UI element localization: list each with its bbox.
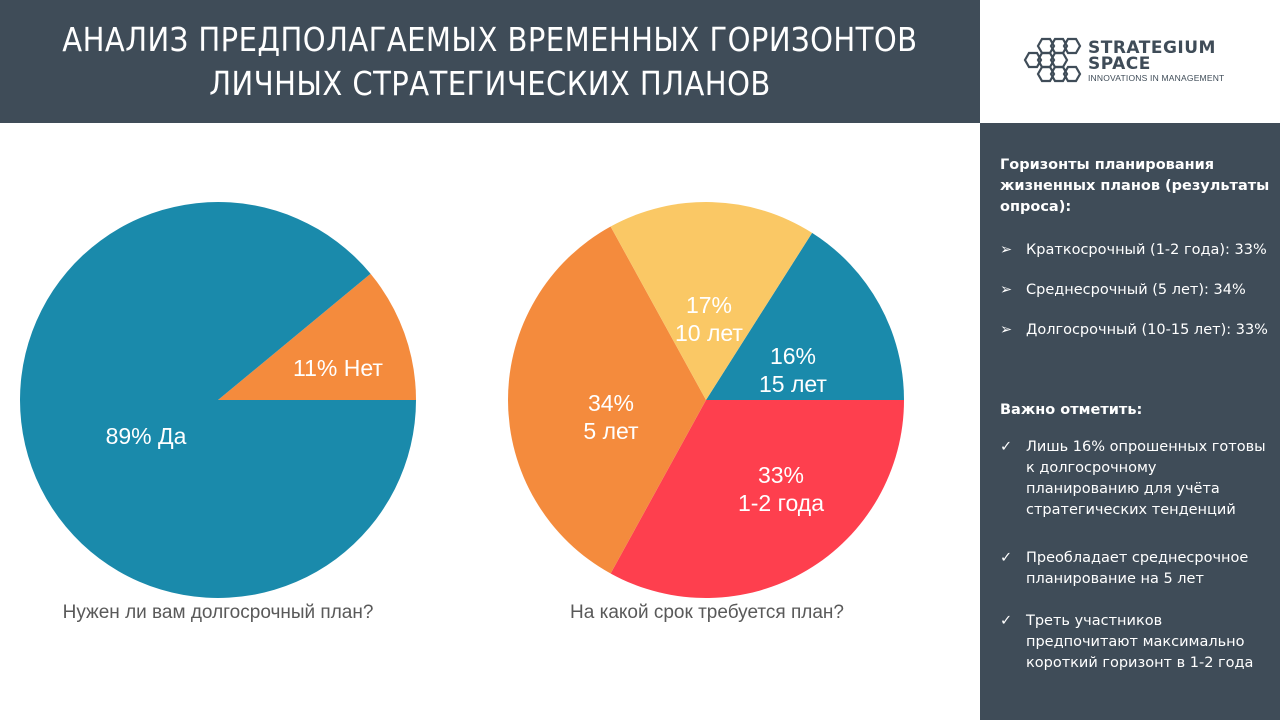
page-title-line-1: АНАЛИЗ ПРЕДПОЛАГАЕМЫХ ВРЕМЕННЫХ ГОРИЗОНТ…	[62, 19, 918, 59]
pie-charts-area: 11% Нет 89% Да 16% 15 лет 33% 1-2 года 34% 5 л…	[19, 202, 904, 598]
checkmark-icon: ✓	[1000, 550, 1013, 566]
chart-1-caption: Нужен ли вам долгосрочный план?	[62, 602, 374, 623]
pie-slice	[508, 226, 706, 574]
pie-chart-long-term-plan: 11% Нет 89% Да	[19, 202, 416, 598]
sidebar-note-text: Треть участников предпочитают максимальн…	[1026, 613, 1254, 671]
checkmark-icon: ✓	[1000, 439, 1013, 455]
logo-text-line-2: SPACE	[1088, 54, 1151, 74]
sidebar-item-label: Среднесрочный (5 лет): 34%	[1026, 282, 1246, 298]
pie-slice-label: 33% 1-2 года	[738, 462, 824, 516]
sidebar-note-1: ✓ Лишь 16% опрошенных готовы к долгосроч…	[1000, 437, 1270, 521]
hexagon-logo-icon	[1023, 37, 1082, 83]
sidebar-item-short-term: ➢ Краткосрочный (1-2 года): 33%	[1000, 240, 1270, 261]
pie-slice-label: 11% Нет	[293, 355, 383, 381]
pie-slice	[610, 400, 904, 598]
logo-text-line-1: STRATEGIUM	[1088, 38, 1216, 58]
sidebar-note-3: ✓ Треть участников предпочитают максимал…	[1000, 611, 1270, 674]
sidebar-note-2: ✓ Преобладает среднесрочное планирование…	[1000, 548, 1270, 590]
arrow-bullet-icon: ➢	[1000, 242, 1013, 258]
logo-tagline: INNOVATIONS IN MANAGEMENT	[1088, 73, 1225, 83]
sidebar-note-text: Преобладает среднесрочное планирование н…	[1026, 550, 1249, 587]
sidebar-item-mid-term: ➢ Среднесрочный (5 лет): 34%	[1000, 280, 1270, 301]
chart-2-caption: На какой срок требуется план?	[570, 602, 844, 623]
pie-slice-label: 89% Да	[106, 423, 187, 449]
sidebar-item-label: Краткосрочный (1-2 года): 33%	[1026, 242, 1267, 258]
sidebar-note-text: Лишь 16% опрошенных готовы к долгосрочно…	[1026, 439, 1266, 518]
checkmark-icon: ✓	[1000, 613, 1013, 629]
sidebar-item-label: Долгосрочный (10-15 лет): 33%	[1026, 322, 1268, 338]
pie-slice-label: 17% 10 лет	[675, 292, 743, 346]
pie-slice	[610, 202, 813, 400]
arrow-bullet-icon: ➢	[1000, 322, 1013, 338]
pie-slice	[706, 232, 904, 400]
pie-slice	[218, 273, 416, 400]
summary-sidebar: Горизонты планирования жизненных планов …	[980, 123, 1280, 720]
sidebar-heading-notes: Важно отметить:	[1000, 402, 1143, 418]
pie-slice	[19, 202, 416, 598]
pie-slice-label: 34% 5 лет	[583, 390, 639, 444]
arrow-bullet-icon: ➢	[1000, 282, 1013, 298]
page-title-line-2: ЛИЧНЫХ СТРАТЕГИЧЕСКИХ ПЛАНОВ	[209, 63, 771, 103]
pie-slice-label: 16% 15 лет	[759, 343, 827, 397]
sidebar-item-long-term: ➢ Долгосрочный (10-15 лет): 33%	[1000, 320, 1270, 341]
header-banner: АНАЛИЗ ПРЕДПОЛАГАЕМЫХ ВРЕМЕННЫХ ГОРИЗОНТ…	[0, 0, 980, 123]
sidebar-heading-horizons: Горизонты планирования жизненных планов …	[1000, 157, 1270, 215]
logo: STRATEGIUM SPACE INNOVATIONS IN MANAGEME…	[980, 0, 1280, 123]
pie-chart-plan-horizon: 16% 15 лет 33% 1-2 года 34% 5 лет 17% 10 лет	[508, 202, 904, 598]
